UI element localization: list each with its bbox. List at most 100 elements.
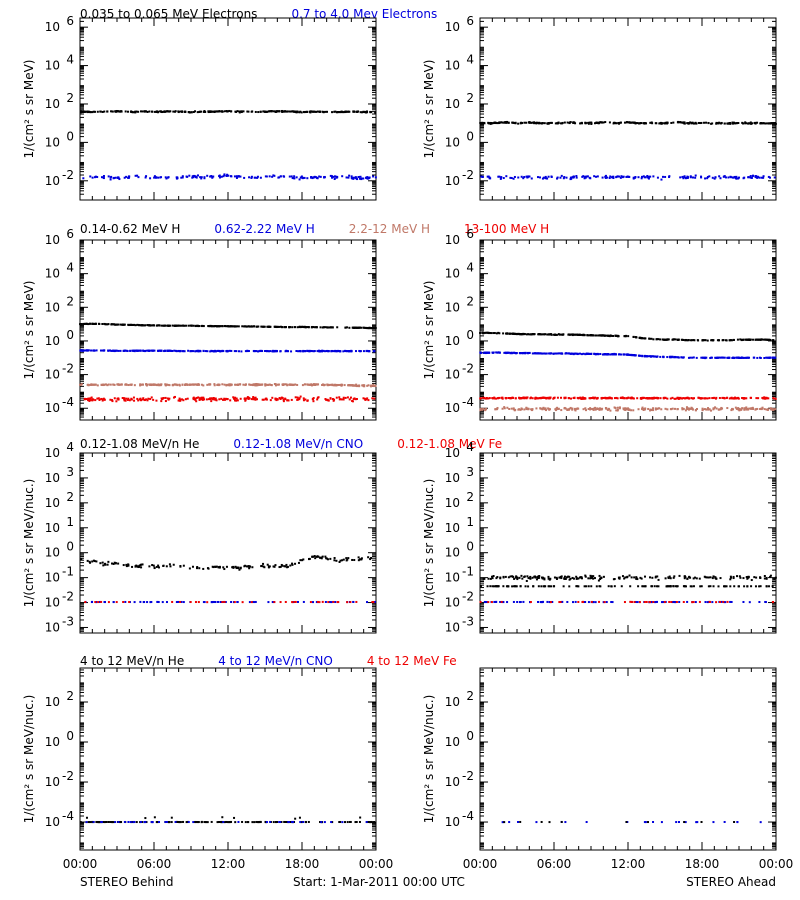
data-point <box>274 564 277 567</box>
data-point <box>582 408 585 411</box>
data-point <box>607 407 610 410</box>
data-point <box>187 324 190 327</box>
data-point <box>236 601 239 604</box>
plot-frame <box>79 17 377 201</box>
data-point <box>501 121 504 124</box>
y-tick-label: 10 <box>45 300 60 314</box>
data-point <box>136 323 139 326</box>
data-point <box>235 397 238 400</box>
data-point <box>633 121 636 124</box>
data-point <box>341 559 344 562</box>
data-point <box>352 326 355 329</box>
data-point <box>713 407 716 410</box>
data-point <box>500 121 503 124</box>
data-point <box>169 349 172 352</box>
data-point <box>557 407 560 410</box>
data-point <box>302 397 305 400</box>
data-point <box>718 175 721 178</box>
data-point <box>514 397 517 400</box>
data-point <box>273 565 276 568</box>
data-point <box>770 408 773 411</box>
data-point <box>643 122 646 125</box>
data-point <box>723 356 726 359</box>
data-point <box>196 111 199 114</box>
data-point <box>203 176 206 179</box>
data-point <box>139 600 142 603</box>
data-point <box>624 407 627 410</box>
data-point <box>619 121 622 124</box>
data-point <box>172 110 175 113</box>
data-point <box>261 325 264 328</box>
data-point <box>309 349 312 352</box>
data-point <box>768 176 771 179</box>
data-point <box>110 175 113 178</box>
data-point <box>663 338 666 341</box>
data-point <box>195 176 198 179</box>
data-point <box>148 349 151 352</box>
data-point <box>188 174 191 177</box>
data-point <box>335 176 338 179</box>
data-point <box>133 350 136 353</box>
y-tick-exponent: 2 <box>66 490 74 504</box>
data-point <box>558 333 561 336</box>
data-point <box>290 398 293 401</box>
data-point <box>141 110 144 113</box>
data-point <box>150 396 153 399</box>
data-point <box>537 122 540 125</box>
data-point <box>573 397 576 400</box>
data-point <box>355 177 358 180</box>
data-point <box>278 566 281 569</box>
data-point <box>324 350 327 353</box>
data-point <box>197 174 200 177</box>
data-point <box>332 175 335 178</box>
data-point <box>247 350 250 353</box>
data-point <box>136 174 139 177</box>
data-point <box>157 564 160 567</box>
data-point <box>372 327 375 330</box>
data-point <box>318 601 321 604</box>
data-point <box>671 407 674 410</box>
data-point <box>497 175 500 178</box>
data-point <box>233 325 236 328</box>
data-point <box>234 396 237 399</box>
data-point <box>174 110 177 113</box>
data-point <box>127 324 130 327</box>
data-point <box>727 176 730 179</box>
data-point <box>505 121 508 124</box>
data-point <box>191 565 194 568</box>
data-point <box>360 557 363 560</box>
data-point <box>302 558 305 561</box>
data-point <box>493 332 496 335</box>
data-point <box>513 175 516 178</box>
y-tick-exponent: 6 <box>66 227 74 241</box>
data-point <box>316 396 319 399</box>
data-point <box>574 333 577 336</box>
data-point <box>189 601 192 604</box>
y-axis-label: 1/(cm² s sr MeV) <box>22 281 36 380</box>
data-point <box>664 175 667 178</box>
data-point <box>137 176 140 179</box>
data-point <box>631 121 634 124</box>
data-point <box>359 111 362 114</box>
data-point <box>655 396 658 399</box>
data-point <box>537 397 540 400</box>
data-point <box>221 325 224 328</box>
data-point <box>98 322 101 325</box>
data-point <box>506 406 509 409</box>
data-point <box>192 383 195 386</box>
data-point <box>254 110 257 113</box>
data-point <box>196 324 199 327</box>
data-point <box>192 398 195 401</box>
data-point <box>672 121 675 124</box>
data-point <box>769 122 772 125</box>
data-point <box>752 174 755 177</box>
data-point <box>642 408 645 411</box>
data-point <box>101 349 104 352</box>
data-point <box>176 176 179 179</box>
data-point <box>226 398 229 401</box>
data-point <box>690 122 693 125</box>
data-point <box>88 399 91 402</box>
data-point <box>522 333 525 336</box>
data-point <box>275 399 278 402</box>
data-point <box>650 337 653 340</box>
